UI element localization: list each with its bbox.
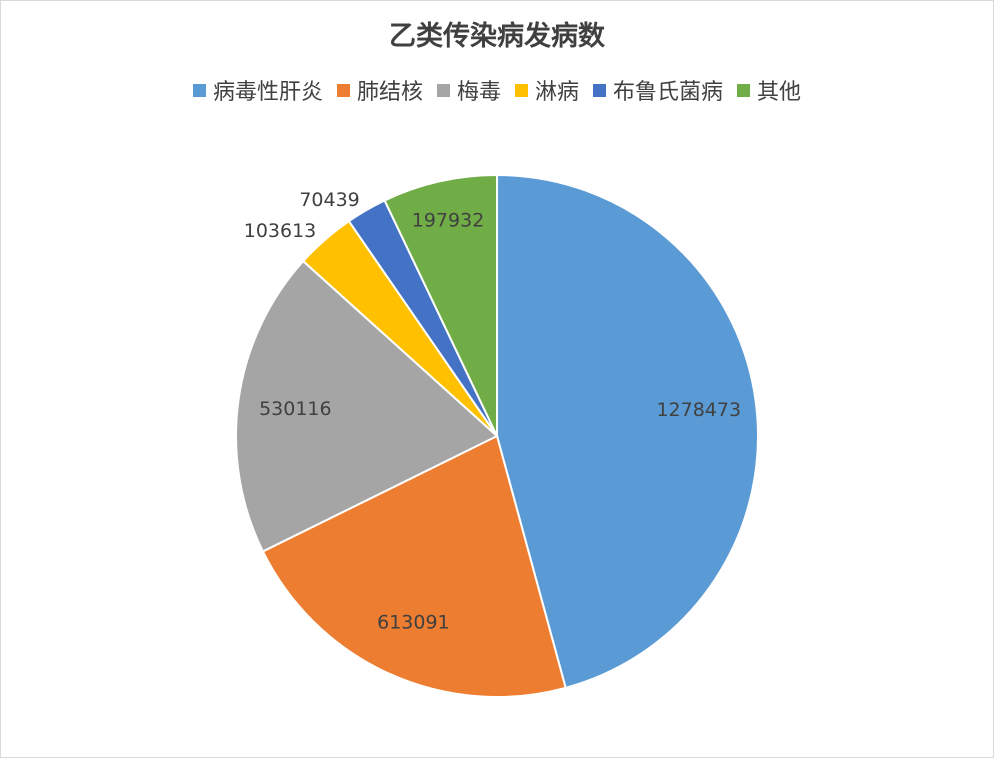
data-label: 70439 (299, 189, 359, 211)
data-label: 530116 (259, 398, 332, 420)
data-label: 197932 (412, 210, 485, 232)
legend-label: 病毒性肝炎 (212, 80, 323, 105)
legend-swatch (593, 83, 607, 97)
pie-slice-3 (235, 259, 499, 553)
pie-slice-2 (261, 434, 567, 698)
legend-swatch (515, 83, 528, 97)
legend-swatch (436, 83, 450, 97)
legend-item: 病毒性肝炎 (192, 74, 323, 106)
legend-label: 梅毒 (456, 80, 501, 105)
legend-label: 布鲁氏菌病 (613, 80, 724, 105)
legend-item: 梅毒 (436, 74, 501, 106)
legend-swatch (737, 83, 751, 97)
legend-item: 其他 (737, 74, 801, 106)
pie-slice-1 (496, 173, 759, 690)
chart-title: 乙类传染病发病数 (389, 21, 605, 52)
legend-item: 肺结核 (336, 74, 423, 106)
data-label: 1278473 (656, 399, 741, 421)
data-label: 613091 (377, 612, 450, 634)
legend-label: 其他 (757, 80, 802, 105)
pie-slice-6 (383, 173, 498, 437)
legend-label: 淋病 (535, 80, 580, 105)
chart-legend: 病毒性肝炎 肺结核 梅毒 淋病 布鲁氏菌病 其他 (0, 74, 994, 106)
legend-label: 肺结核 (356, 80, 423, 105)
legend-item: 淋病 (515, 74, 579, 106)
legend-swatch (336, 83, 350, 97)
legend-swatch (192, 83, 206, 97)
data-label: 103613 (244, 220, 317, 242)
legend-item: 布鲁氏菌病 (593, 74, 723, 106)
